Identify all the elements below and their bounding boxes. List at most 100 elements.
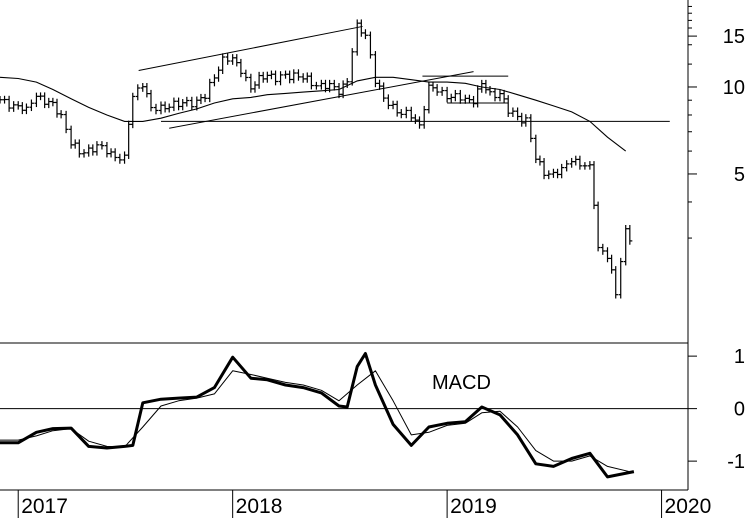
- price-bar: [458, 89, 463, 104]
- price-bar: [122, 151, 128, 164]
- price-bar: [50, 97, 56, 107]
- price-bar: [148, 89, 154, 112]
- price-bar: [618, 257, 624, 299]
- price-bar: [113, 148, 118, 162]
- price-bar: [163, 101, 168, 113]
- price-bar: [422, 105, 427, 129]
- price-bar: [483, 79, 489, 94]
- price-bar: [283, 70, 289, 79]
- price-bar: [11, 101, 17, 112]
- price-bar: [180, 99, 186, 111]
- price-bar: [426, 81, 432, 114]
- price-bar: [16, 101, 21, 110]
- macd-y-tick-label: -1: [727, 451, 745, 473]
- price-bar: [564, 160, 570, 172]
- signal-line: [0, 370, 635, 474]
- price-bar: [69, 125, 74, 149]
- price-bar: [94, 141, 100, 156]
- price-bar: [265, 71, 270, 83]
- price-bar: [319, 79, 324, 90]
- price-bar: [609, 254, 615, 274]
- price-bar: [413, 114, 418, 124]
- price-bar: [234, 54, 240, 67]
- price-bar: [167, 103, 172, 113]
- price-bar: [523, 114, 529, 127]
- price-bar: [238, 58, 244, 78]
- price-bar: [305, 72, 310, 83]
- price-bar: [86, 144, 92, 157]
- price-bar: [600, 243, 606, 255]
- x-tick-label: 2019: [450, 495, 497, 518]
- price-bar: [117, 153, 123, 164]
- price-bar: [515, 107, 521, 121]
- price-bar: [291, 69, 297, 84]
- price-bar: [605, 247, 611, 263]
- price-bar: [257, 71, 262, 89]
- price-bar: [29, 99, 34, 112]
- price-bar: [404, 106, 409, 119]
- price-bar: [73, 139, 78, 149]
- price-bar: [350, 48, 355, 86]
- price-bar: [623, 225, 629, 266]
- price-bar: [34, 92, 39, 108]
- price-bar: [7, 95, 12, 112]
- price-bar: [395, 100, 400, 117]
- price-bar: [528, 114, 534, 143]
- price-bar: [198, 93, 204, 105]
- price-bar: [471, 95, 477, 108]
- price-bar: [301, 73, 306, 83]
- price-bar: [309, 72, 314, 90]
- price-bar: [332, 79, 337, 91]
- price-bar: [399, 109, 404, 119]
- trendline: [169, 71, 474, 129]
- price-bar: [176, 97, 182, 111]
- price-bar: [377, 79, 383, 90]
- x-tick-label: 2017: [21, 495, 68, 518]
- price-bar: [207, 78, 213, 103]
- price-bar: [467, 94, 472, 104]
- x-tick-label: 2018: [236, 495, 283, 518]
- price-bar: [368, 31, 373, 59]
- price-bar: [171, 97, 177, 112]
- price-bar: [479, 79, 485, 93]
- price-bar: [184, 96, 190, 107]
- price-bar: [99, 141, 105, 150]
- price-bar: [38, 92, 44, 101]
- price-bar: [64, 110, 69, 134]
- price-bar: [345, 78, 350, 88]
- price-bar: [582, 162, 588, 170]
- price-bar: [90, 144, 96, 156]
- price-bar: [220, 53, 226, 75]
- price-bar: [20, 102, 25, 115]
- price-bar: [243, 69, 249, 82]
- trendline: [138, 25, 363, 72]
- price-bar: [475, 85, 481, 108]
- price-bar: [216, 66, 222, 82]
- price-bar: [77, 139, 82, 158]
- price-bar: [42, 92, 48, 109]
- price-bar: [2, 95, 8, 104]
- price-bar: [453, 89, 458, 102]
- x-tick-label: 2020: [665, 495, 712, 518]
- macd-line: [0, 352, 635, 479]
- price-bar: [533, 134, 539, 164]
- macd-y-tick-label: 1: [734, 346, 745, 368]
- price-bar: [502, 89, 507, 103]
- price-bar: [492, 88, 498, 102]
- price-bar: [577, 155, 583, 170]
- price-bar: [82, 149, 87, 158]
- price-bar: [248, 73, 254, 93]
- y-tick-label: 15: [723, 26, 745, 48]
- price-bar: [591, 161, 597, 210]
- macd-lines: [0, 352, 688, 479]
- y-tick-label: 10: [723, 77, 745, 99]
- price-bar: [391, 100, 396, 110]
- price-bar: [555, 168, 561, 179]
- price-bar: [445, 86, 450, 103]
- price-bar: [287, 70, 293, 84]
- price-bar: [440, 86, 445, 96]
- price-bar: [537, 155, 543, 166]
- price-bar: [373, 51, 378, 88]
- price-bar: [126, 120, 132, 159]
